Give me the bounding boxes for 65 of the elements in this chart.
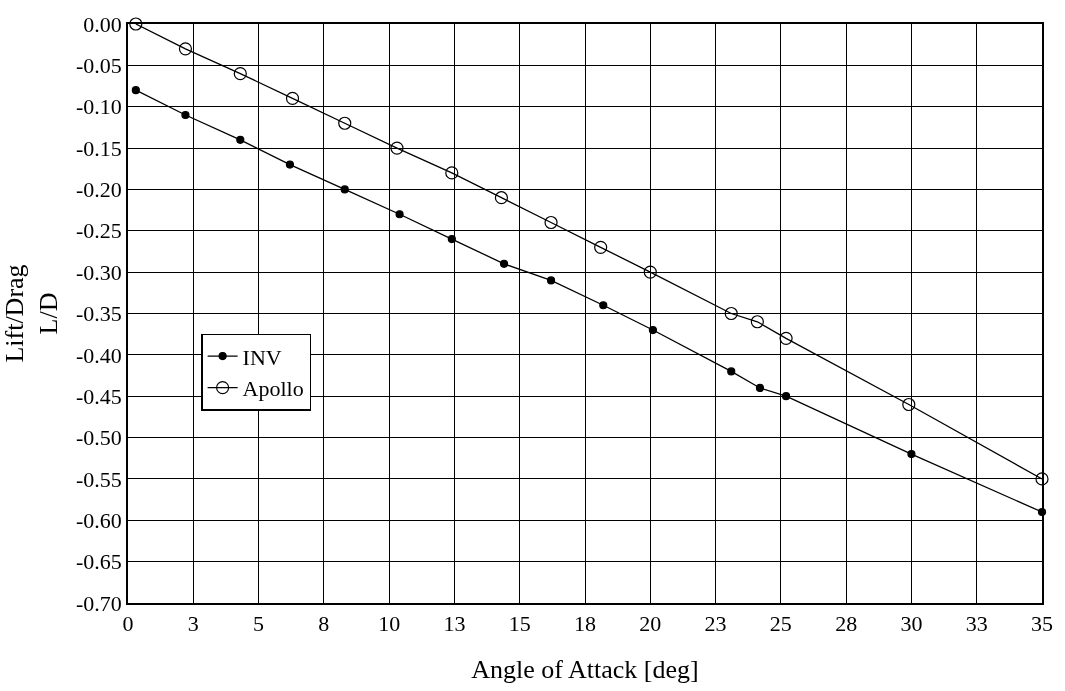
point	[445, 166, 459, 180]
point	[750, 315, 764, 329]
x-tick-label: 0	[122, 611, 134, 637]
point	[499, 259, 509, 268]
point	[546, 276, 556, 285]
x-tick-label: 18	[574, 611, 596, 637]
x-tick-label: 23	[704, 611, 727, 637]
point	[178, 42, 193, 56]
y-tick-label: -0.10	[76, 94, 122, 120]
y-tick-label: -0.25	[76, 218, 122, 244]
point	[902, 397, 916, 412]
point	[129, 17, 143, 31]
point	[599, 301, 608, 310]
point	[395, 210, 404, 219]
point	[594, 240, 608, 254]
x-tick-label: 28	[835, 611, 858, 637]
y-tick-label: -0.05	[76, 53, 122, 79]
x-tick-label: 8	[318, 611, 330, 637]
point	[907, 450, 916, 459]
y-tick-label: -0.65	[76, 549, 122, 575]
y-tick-label: 0.00	[83, 11, 122, 37]
point	[131, 86, 140, 95]
point	[1035, 472, 1049, 486]
point	[781, 392, 791, 401]
point	[755, 383, 765, 393]
y-tick-label: -0.35	[76, 301, 122, 327]
point	[390, 141, 404, 155]
x-tick-label: 35	[1031, 611, 1053, 637]
point	[494, 191, 509, 205]
x-tick-label: 13	[443, 611, 466, 637]
x-tick-label: 15	[508, 611, 531, 637]
y-tick-label: -0.15	[76, 135, 122, 161]
y-tick-label: -0.45	[76, 383, 122, 409]
x-tick-label: 10	[378, 611, 401, 637]
x-tick-label: 30	[900, 611, 923, 637]
point	[643, 265, 657, 279]
x-tick-label: 3	[187, 611, 199, 637]
point	[181, 110, 190, 120]
y-tick-label: -0.20	[76, 177, 122, 203]
point	[340, 185, 349, 194]
y-tick-label: -0.60	[76, 507, 122, 533]
point	[544, 215, 558, 230]
x-tick-label: 33	[965, 611, 988, 637]
point	[236, 135, 245, 144]
legend-label: INV	[242, 344, 282, 370]
x-tick-label: 5	[253, 611, 265, 637]
point	[447, 234, 456, 244]
x-tick-label: 25	[769, 611, 792, 637]
y-tick-label: -0.70	[76, 590, 122, 616]
point	[285, 160, 295, 169]
point	[648, 325, 657, 335]
x-tick-label: 20	[639, 611, 662, 637]
point	[338, 116, 352, 130]
point	[724, 306, 738, 321]
point	[285, 91, 300, 106]
point	[779, 331, 793, 345]
y-axis-title: Lift/Drag L/D	[0, 264, 63, 363]
y-tick-label: -0.50	[76, 425, 122, 451]
x-axis-title: Angle of Attack [deg]	[471, 655, 699, 685]
y-tick-label: -0.55	[76, 466, 122, 492]
point	[727, 367, 736, 376]
legend-label: Apollo	[242, 376, 304, 402]
y-tick-label: -0.30	[76, 259, 122, 285]
y-tick-label: -0.40	[76, 342, 122, 368]
point	[233, 67, 247, 81]
